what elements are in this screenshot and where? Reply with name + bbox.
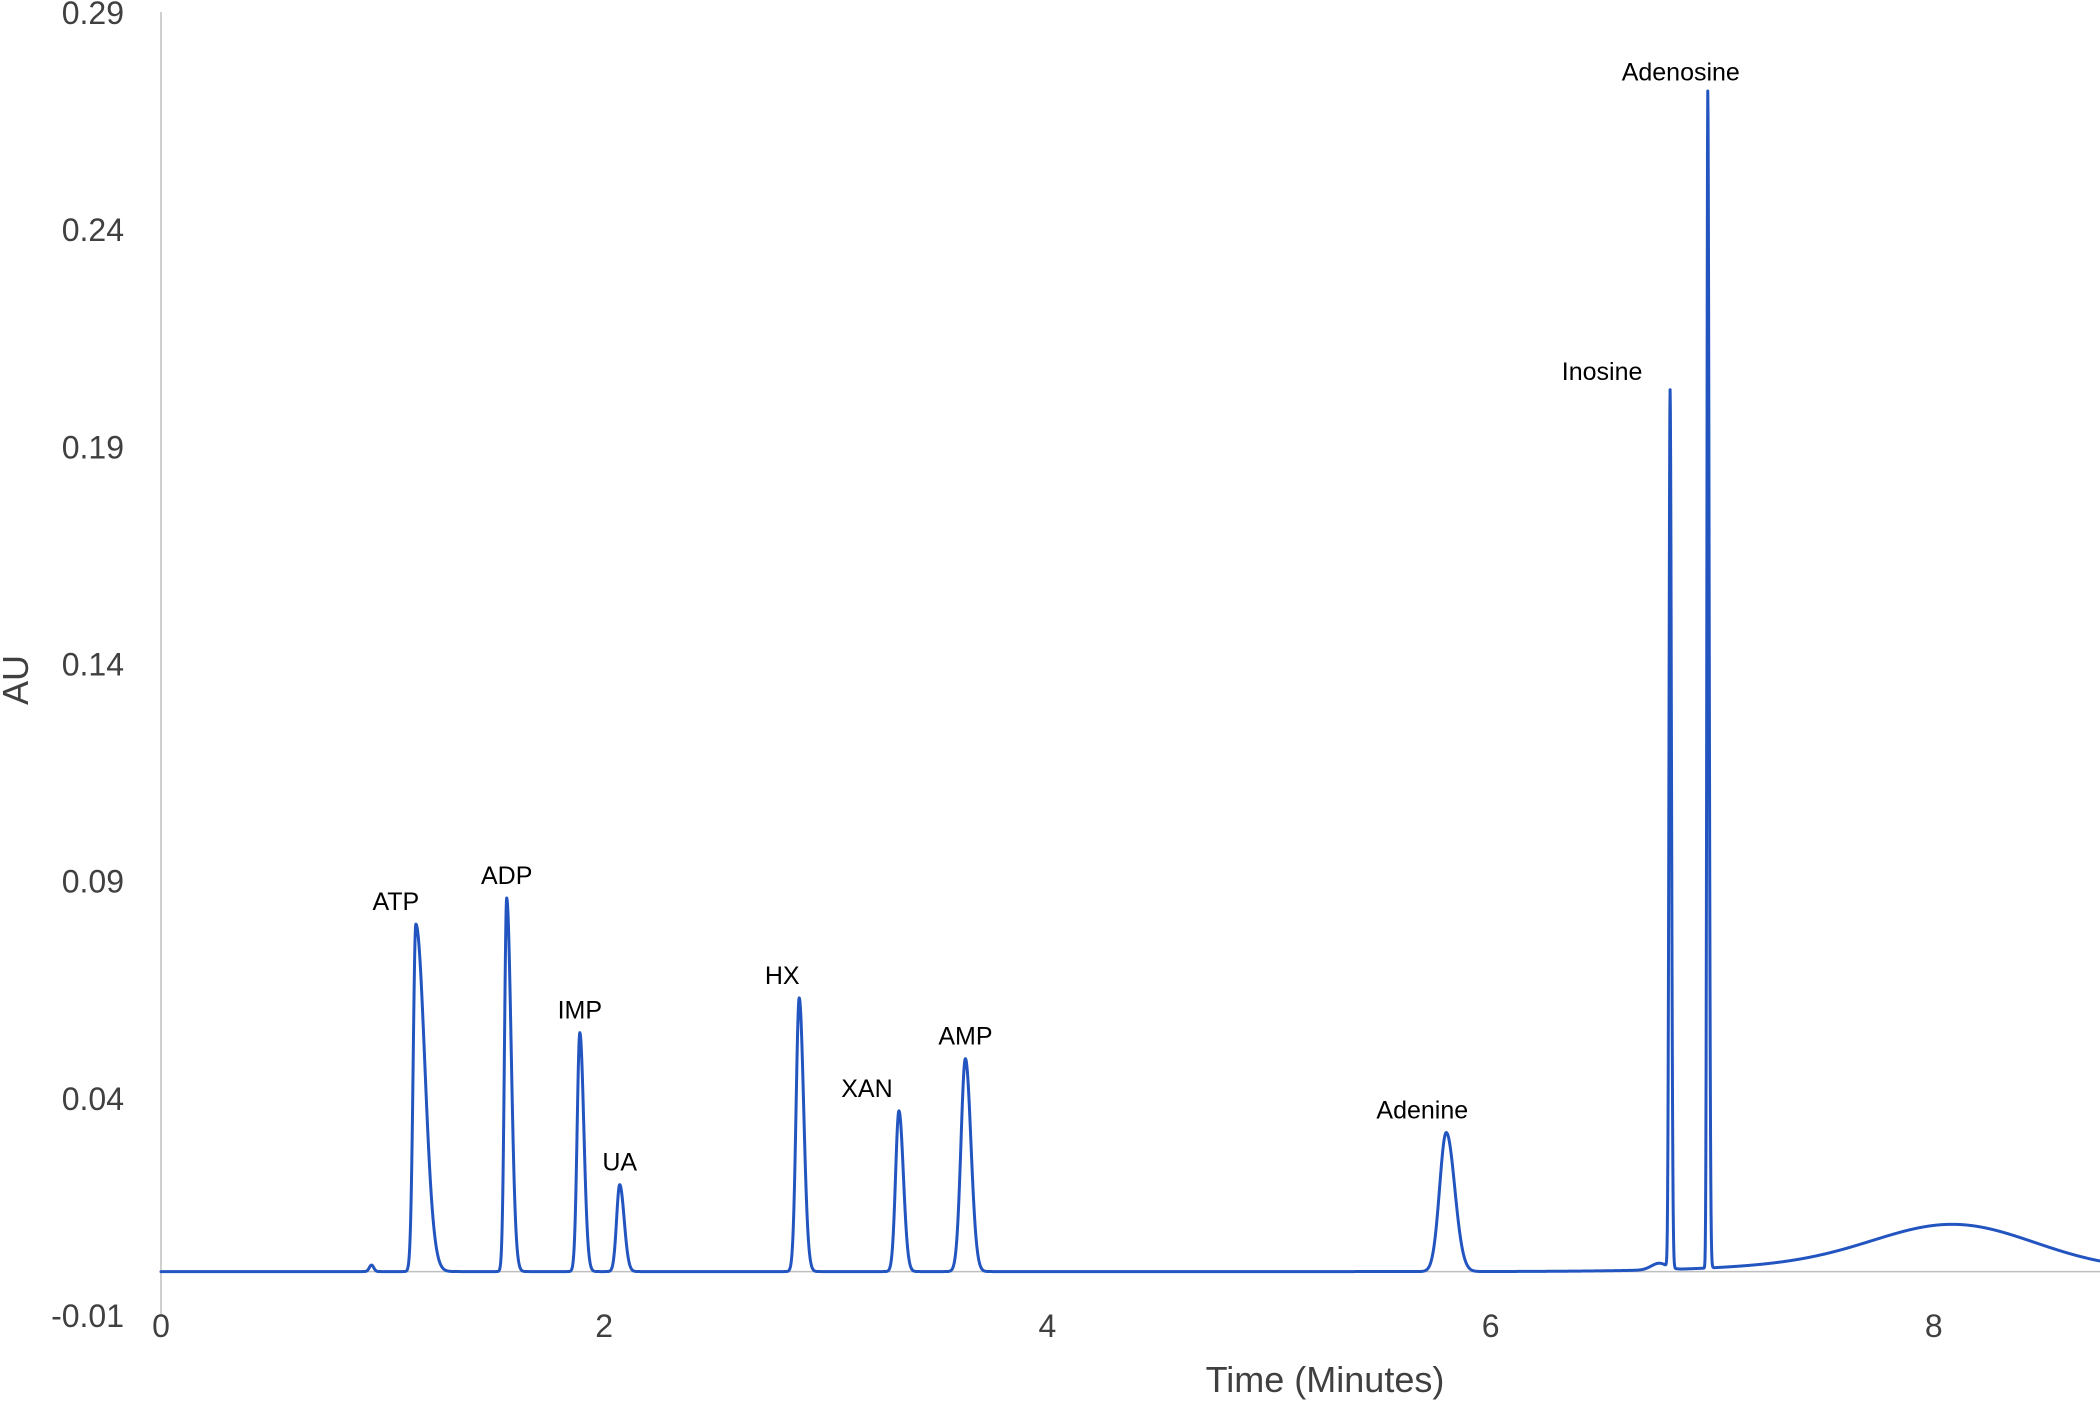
x-tick-label: 8: [1925, 1308, 1943, 1344]
peak-label-atp: ATP: [372, 888, 419, 916]
peak-label-amp: AMP: [938, 1023, 992, 1051]
peak-label-hx: HX: [765, 962, 800, 990]
peak-label-imp: IMP: [558, 997, 602, 1025]
x-tick-label: 4: [1039, 1308, 1057, 1344]
y-tick-label: 0.04: [62, 1081, 124, 1117]
x-tick-labels: 0 2 4 6 8: [152, 1308, 1943, 1344]
peak-label-adp: ADP: [481, 862, 532, 890]
x-tick-label: 6: [1482, 1308, 1500, 1344]
chromatogram-trace: [159, 89, 2100, 1274]
x-tick-label: 2: [595, 1308, 613, 1344]
peak-label-inosine: Inosine: [1562, 358, 1643, 386]
peak-label-adenosine: Adenosine: [1622, 59, 1740, 87]
x-tick-label: 0: [152, 1308, 170, 1344]
peak-label-xan: XAN: [841, 1075, 892, 1103]
y-tick-label: 0.19: [62, 429, 124, 465]
y-tick-label: -0.01: [51, 1298, 124, 1334]
y-tick-label: 0.09: [62, 864, 124, 900]
axes: [160, 12, 2100, 1315]
peak-label-adenine: Adenine: [1376, 1097, 1468, 1125]
peak-label-ua: UA: [602, 1149, 637, 1177]
y-tick-label: 0.24: [62, 212, 124, 248]
y-tick-label: 0.14: [62, 647, 124, 683]
x-axis-title: Time (Minutes): [1206, 1359, 1445, 1400]
peak-labels: ATP ADP IMP UA HX XAN AMP Adenine Inosine Adenosi…: [372, 59, 1739, 1177]
y-tick-label: 0.29: [62, 0, 124, 31]
y-axis-title: AU: [0, 655, 36, 705]
y-tick-labels: -0.01 0.04 0.09 0.14 0.19 0.24 0.29: [51, 0, 124, 1334]
